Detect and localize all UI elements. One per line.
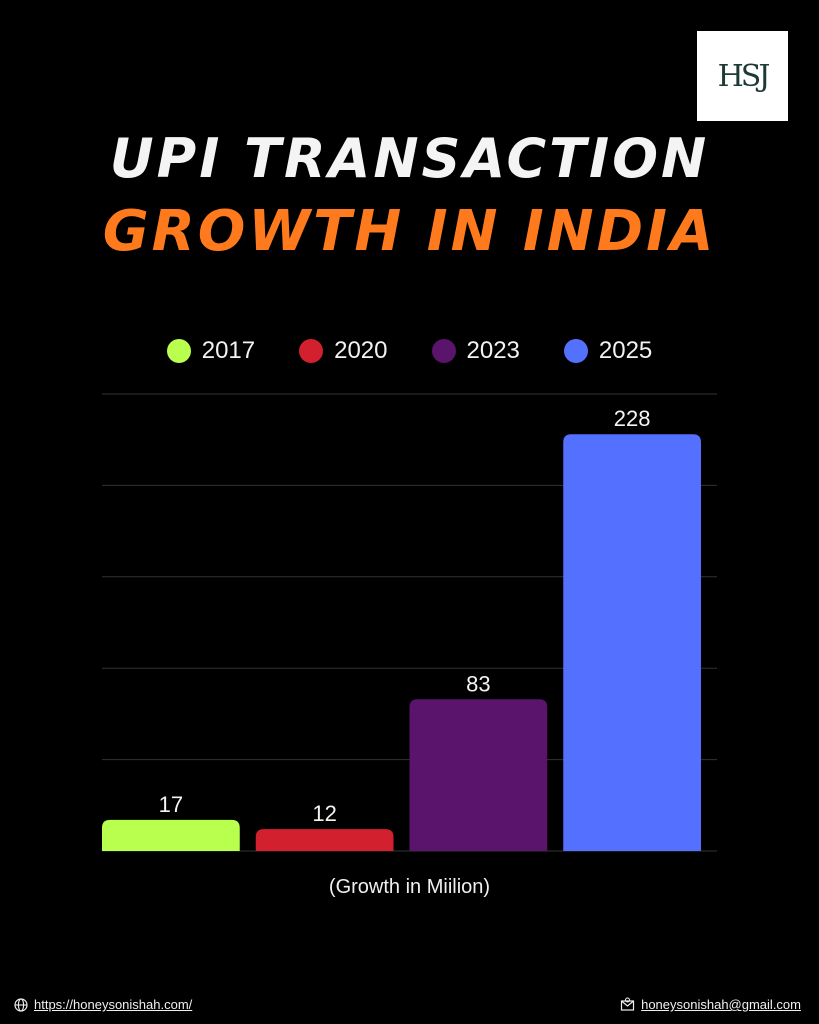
logo-text: HSJ bbox=[717, 58, 771, 94]
title-line-2: GROWTH IN INDIA bbox=[102, 199, 717, 264]
legend-swatch-2023 bbox=[431, 339, 456, 363]
legend-swatch-2017 bbox=[166, 339, 191, 363]
mail-icon bbox=[620, 997, 635, 1012]
data-label-2025: 228 bbox=[614, 406, 651, 431]
data-label-2020: 12 bbox=[312, 801, 336, 826]
legend-item-2017: 2017 bbox=[166, 337, 256, 365]
footer-website[interactable]: https://honeysonishah.com/ bbox=[14, 997, 192, 1012]
globe-icon bbox=[14, 997, 28, 1012]
chart-legend: 2017 2020 2023 2025 bbox=[0, 337, 819, 365]
website-link[interactable]: https://honeysonishah.com/ bbox=[34, 997, 193, 1012]
email-link[interactable]: honeysonishah@gmail.com bbox=[641, 997, 801, 1012]
brand-logo: HSJ bbox=[697, 31, 788, 121]
bar-2020 bbox=[255, 829, 394, 851]
legend-item-2023: 2023 bbox=[431, 337, 520, 365]
data-label-2017: 17 bbox=[159, 792, 183, 817]
legend-label-2023: 2023 bbox=[466, 337, 520, 364]
bar-2017 bbox=[102, 819, 240, 851]
legend-swatch-2020 bbox=[299, 339, 324, 363]
footer-email[interactable]: honeysonishah@gmail.com bbox=[620, 997, 801, 1012]
legend-item-2020: 2020 bbox=[299, 337, 388, 365]
x-axis-label: (Growth in Miilion) bbox=[328, 876, 491, 898]
legend-label-2025: 2025 bbox=[598, 337, 653, 364]
legend-swatch-2025 bbox=[563, 339, 588, 363]
legend-label-2020: 2020 bbox=[334, 337, 388, 364]
data-label-2023: 83 bbox=[466, 671, 490, 696]
legend-item-2025: 2025 bbox=[563, 337, 653, 365]
bar-2023 bbox=[409, 699, 548, 851]
legend-label-2017: 2017 bbox=[201, 337, 256, 364]
title-line-1: UPI TRANSACTION bbox=[109, 127, 710, 190]
bar-2025 bbox=[563, 434, 701, 851]
